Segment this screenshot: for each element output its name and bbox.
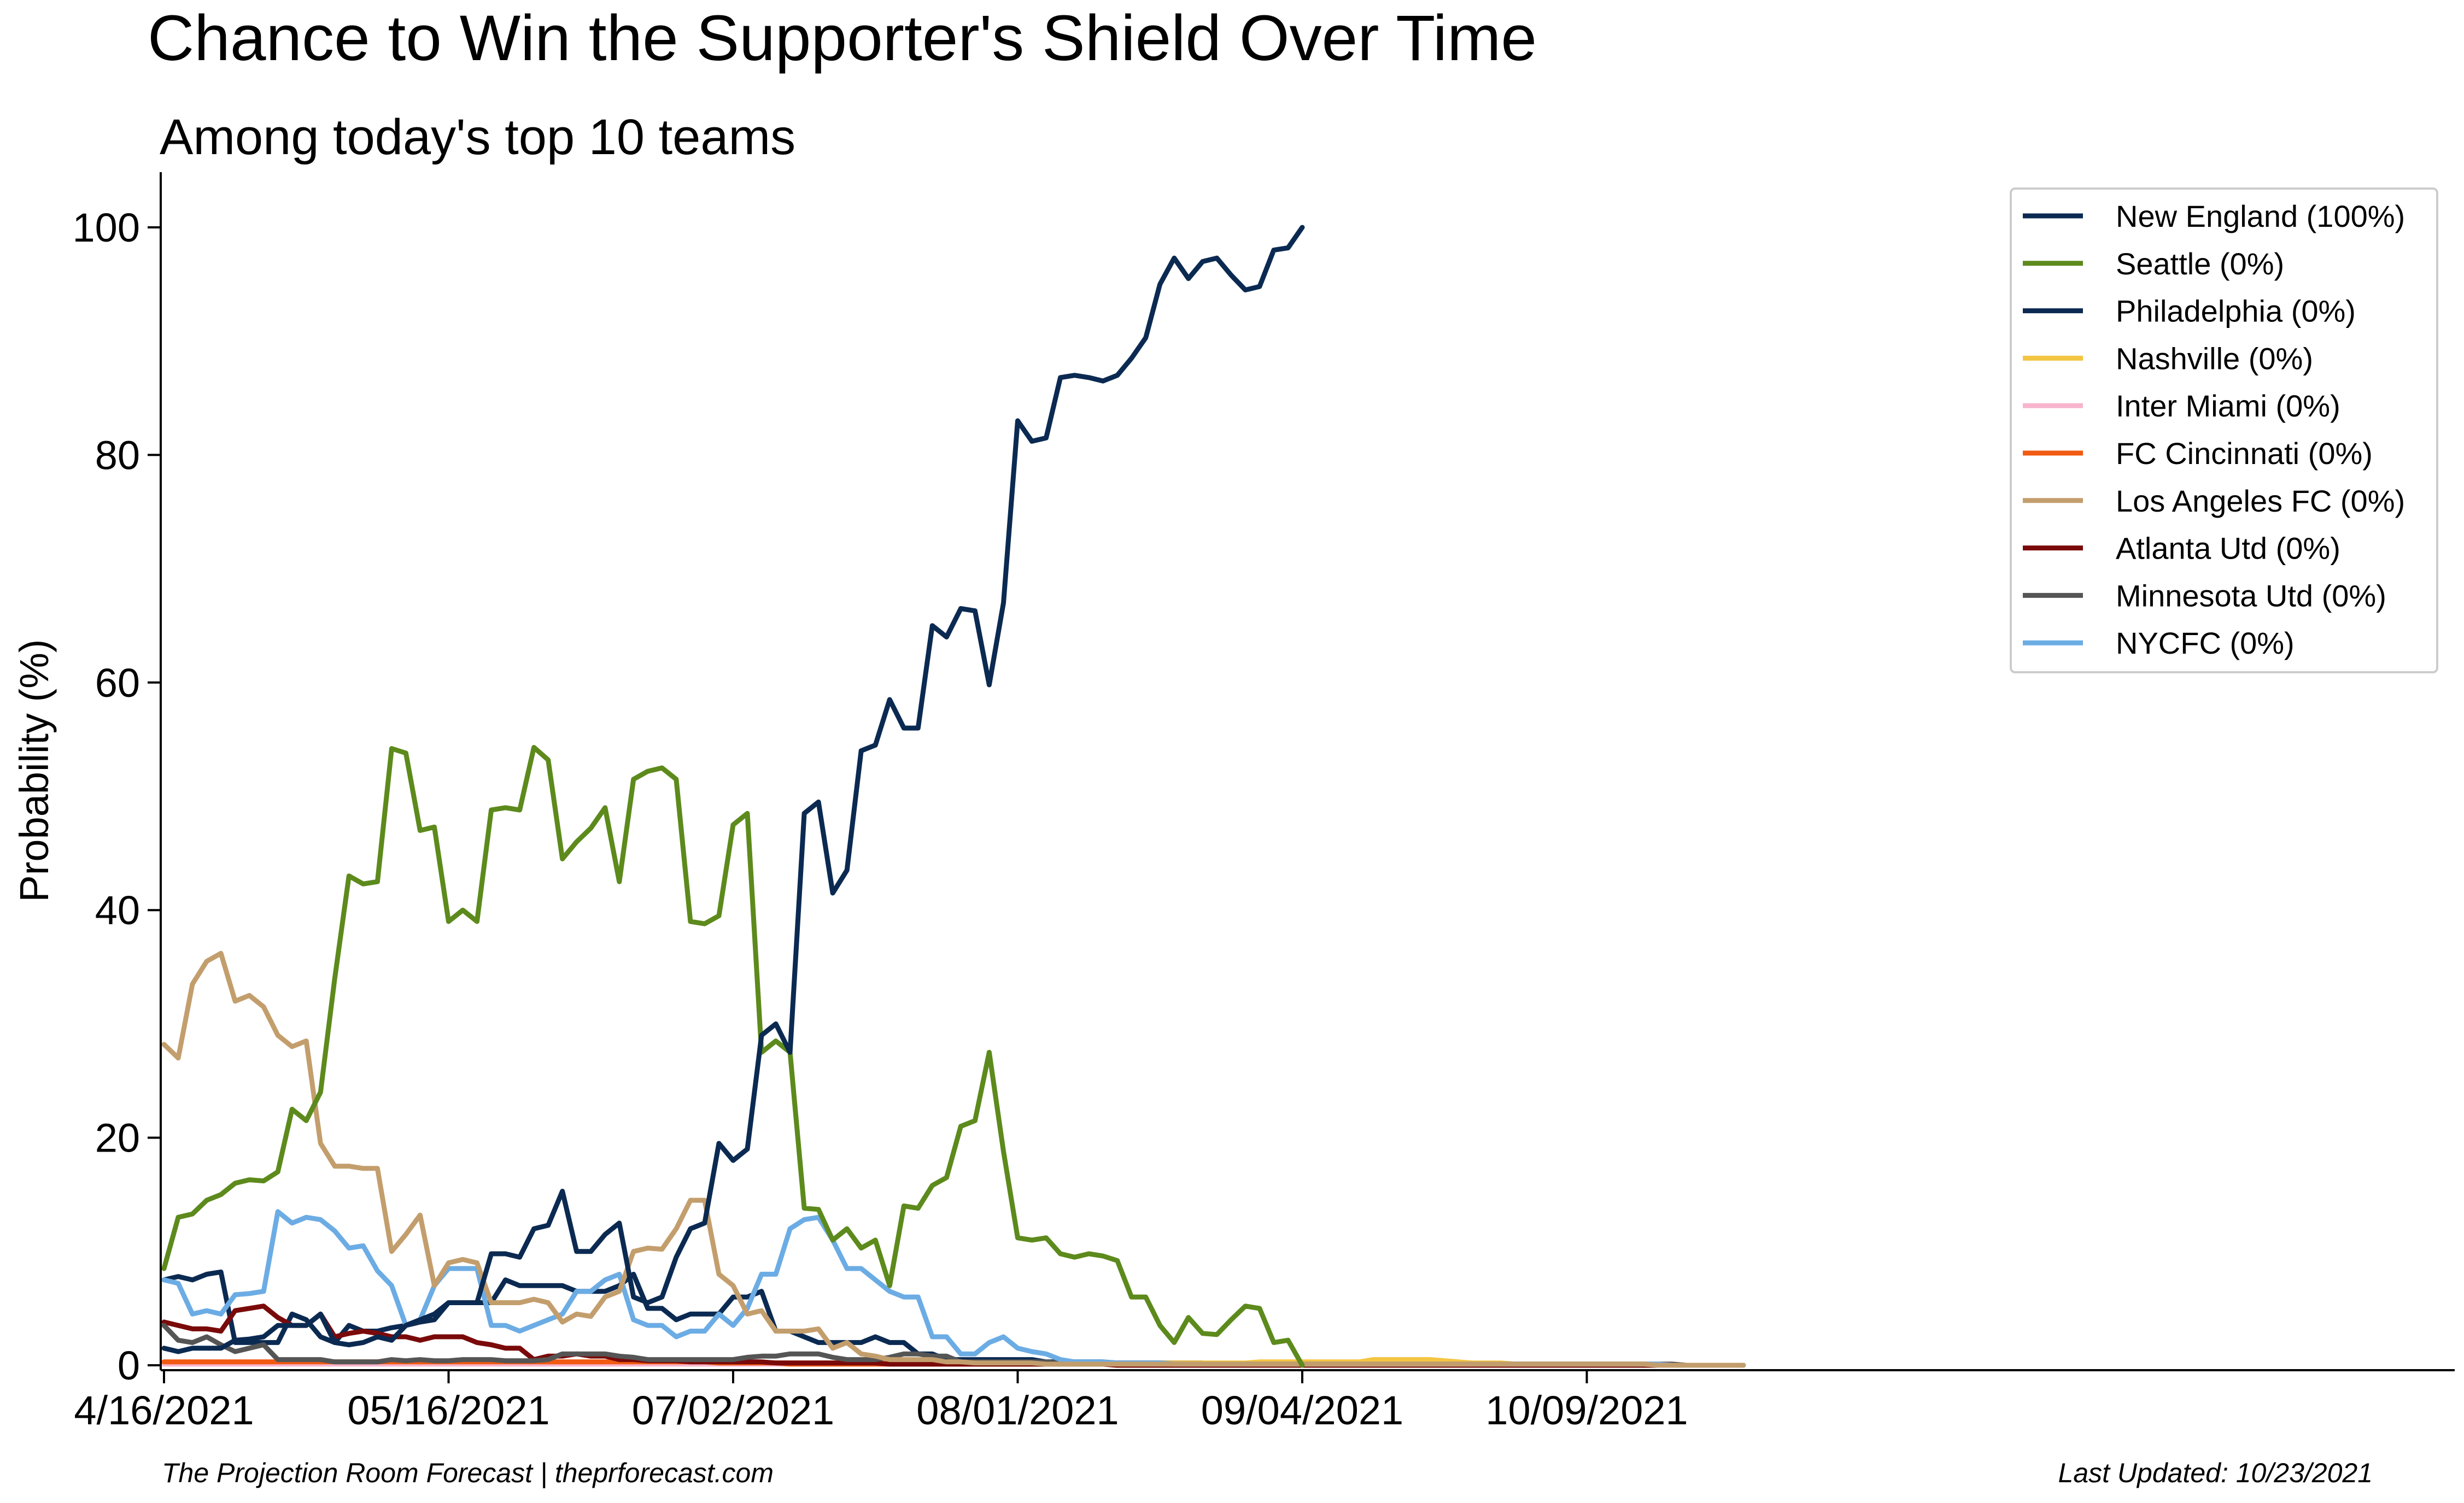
x-tick-label: 08/01/2021: [916, 1388, 1119, 1433]
y-axis-label: Probability (%): [11, 639, 57, 902]
y-tick-label: 20: [95, 1115, 140, 1161]
series-line-philadelphia: [161, 1269, 1718, 1368]
legend-label-minnesota-utd: Minnesota Utd (0%): [2116, 578, 2386, 613]
x-tick-label: 07/02/2021: [632, 1388, 834, 1433]
legend: New England (100%) Seattle (0%) Philadelph…: [2010, 187, 2438, 673]
series-line-seattle: [161, 745, 1305, 1368]
legend-label-seattle: Seattle (0%): [2116, 246, 2284, 281]
y-tick-label: 100: [73, 205, 140, 250]
y-tick-label: 80: [95, 432, 140, 478]
legend-label-inter-miami: Inter Miami (0%): [2116, 389, 2340, 423]
x-tick-label: 05/16/2021: [347, 1388, 549, 1433]
legend-label-new-england: New England (100%): [2116, 199, 2405, 233]
x-tick-label: 4/16/2021: [74, 1388, 254, 1433]
series-line-nycfc: [161, 1209, 1746, 1368]
x-ticks: 4/16/2021 05/16/2021 07/02/2021 08/01/2021 0…: [74, 1370, 1688, 1433]
legend-label-los-angeles-fc: Los Angeles FC (0%): [2116, 484, 2405, 518]
chart-title: Chance to Win the Supporter's Shield Ove…: [148, 2, 1537, 74]
legend-label-atlanta-utd: Atlanta Utd (0%): [2116, 531, 2340, 566]
chart-subtitle: Among today's top 10 teams: [160, 109, 795, 165]
y-tick-label: 0: [118, 1343, 140, 1388]
legend-label-philadelphia: Philadelphia (0%): [2116, 294, 2356, 328]
y-tick-label: 40: [95, 888, 140, 933]
legend-label-nashville: Nashville (0%): [2116, 341, 2313, 375]
footer-source: The Projection Room Forecast | theprfore…: [162, 1458, 774, 1489]
legend-label-fc-cincinnati: FC Cincinnati (0%): [2116, 436, 2373, 471]
series-lines: [161, 225, 1746, 1368]
y-tick-label: 60: [95, 660, 140, 706]
footer-updated: Last Updated: 10/23/2021: [2058, 1458, 2373, 1488]
series-line-new-england: [161, 225, 1305, 1354]
series-line-los-angeles-fc: [161, 950, 1746, 1368]
y-ticks: 0 20 40 60 80 100: [73, 205, 161, 1388]
legend-frame: [2010, 187, 2438, 673]
x-tick-label: 10/09/2021: [1485, 1388, 1688, 1433]
legend-label-nycfc: NYCFC (0%): [2116, 626, 2295, 660]
x-tick-label: 09/04/2021: [1201, 1388, 1403, 1433]
